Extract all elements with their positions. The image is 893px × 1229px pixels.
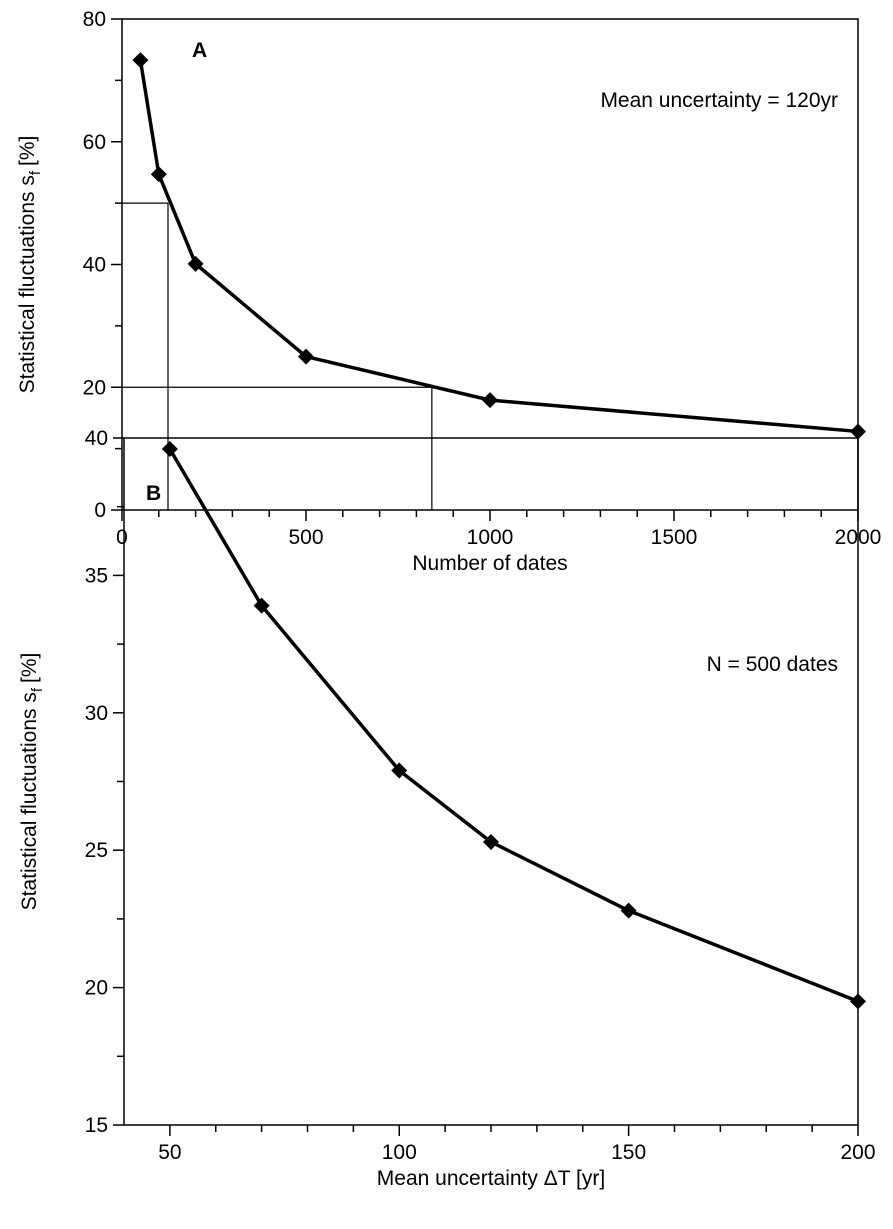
y-tick-label: 20 — [83, 376, 106, 399]
data-point — [391, 762, 408, 779]
x-tick-label: 200 — [840, 1141, 875, 1164]
annotation: N = 500 dates — [707, 653, 838, 676]
y-tick-label: 0 — [94, 499, 106, 522]
panel-label: B — [146, 482, 161, 505]
data-point — [161, 440, 178, 457]
y-tick-label: 30 — [85, 702, 108, 725]
data-point — [850, 993, 866, 1010]
y-tick-label: 25 — [85, 839, 108, 862]
data-point — [150, 166, 167, 183]
y-axis-label-sub: f — [29, 687, 46, 692]
data-point — [850, 423, 866, 440]
x-tick-label: 1000 — [467, 526, 514, 549]
annotation: Mean uncertainty = 120yr — [600, 89, 838, 112]
data-point — [620, 902, 637, 919]
x-tick-label: 100 — [382, 1141, 417, 1164]
y-axis-label-unit: [%] — [16, 136, 39, 166]
x-tick-label: 1500 — [651, 526, 698, 549]
x-tick-label: 150 — [611, 1141, 646, 1164]
x-axis-label: Mean uncertainty ΔT [yr] — [377, 1167, 605, 1190]
y-axis-label-main: Statistical fluctuations s — [18, 692, 41, 910]
data-point — [187, 255, 204, 272]
panel-label: A — [192, 39, 207, 62]
y-axis-label-unit: [%] — [18, 653, 41, 683]
y-axis-label-sub: f — [27, 170, 44, 175]
y-axis-label: Statistical fluctuations sf [%] — [18, 653, 46, 911]
y-tick-label: 20 — [85, 977, 108, 1000]
data-point — [482, 392, 498, 409]
data-point — [483, 833, 499, 850]
x-tick-label: 0 — [116, 526, 128, 549]
y-tick-label: 80 — [83, 8, 106, 31]
data-point — [253, 597, 270, 614]
x-tick-label: 500 — [288, 526, 323, 549]
x-axis-label: Number of dates — [412, 552, 567, 575]
y-axis-label: Statistical fluctuations sf [%] — [16, 136, 44, 394]
y-tick-label: 40 — [83, 254, 106, 277]
data-point — [132, 52, 149, 69]
y-tick-label: 60 — [83, 131, 106, 154]
data-line — [138, 59, 859, 434]
x-tick-label: 50 — [158, 1141, 181, 1164]
y-tick-label: 40 — [85, 427, 108, 450]
data-point — [298, 348, 314, 365]
y-axis-label-main: Statistical fluctuations s — [16, 175, 39, 393]
data-line — [168, 448, 859, 1003]
y-tick-label: 35 — [85, 564, 108, 587]
y-tick-label: 15 — [85, 1114, 108, 1137]
